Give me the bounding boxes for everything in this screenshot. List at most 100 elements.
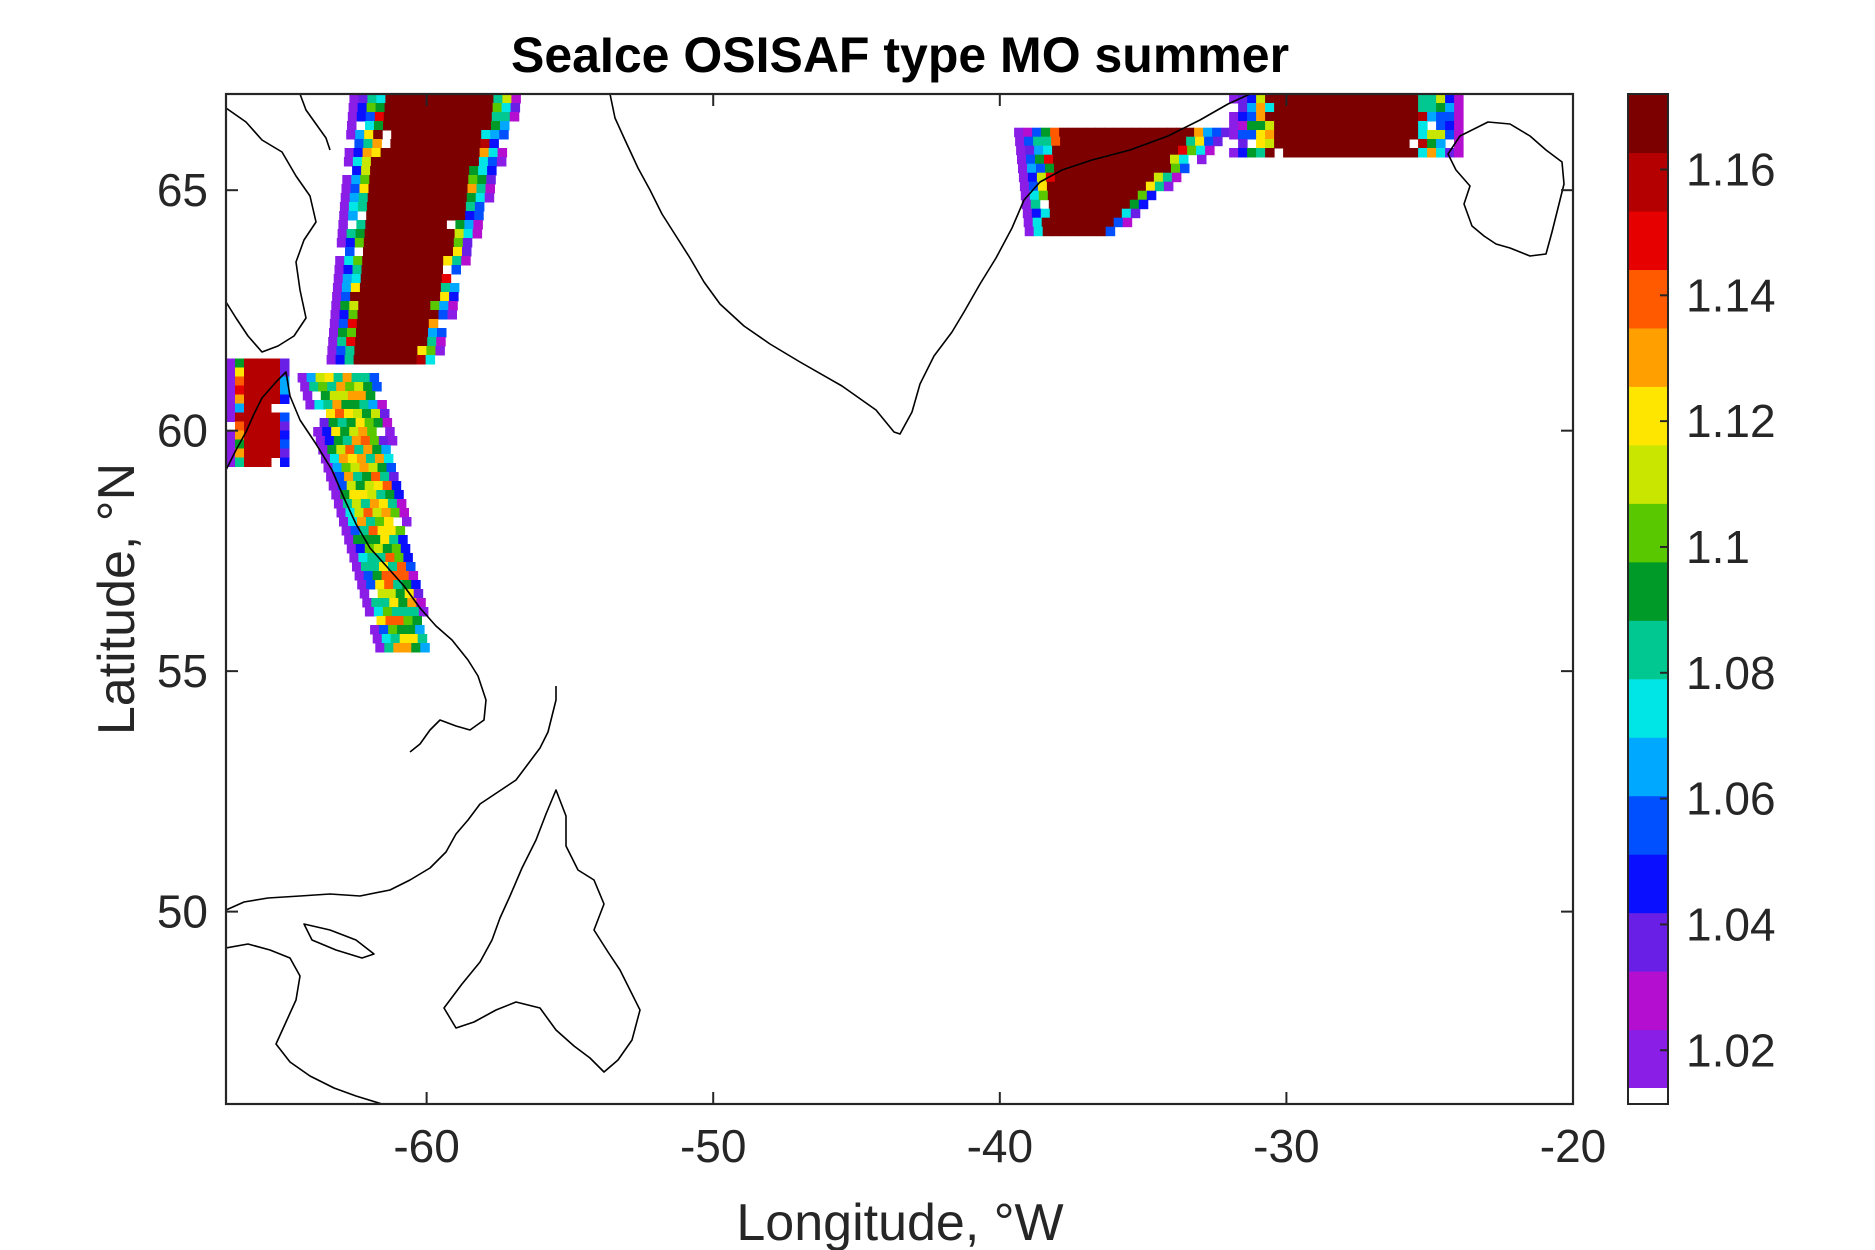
- ice-cell: [399, 247, 409, 257]
- ice-cell: [1060, 226, 1071, 237]
- ice-cell: [366, 310, 376, 320]
- ice-cell: [385, 193, 396, 203]
- ice-cell: [341, 463, 351, 473]
- ice-cell: [407, 256, 417, 266]
- ice-cell: [1097, 145, 1107, 156]
- ice-cell: [381, 445, 391, 455]
- ice-cell: [1400, 94, 1410, 104]
- ice-cell: [474, 202, 485, 212]
- ice-cell: [262, 367, 272, 377]
- ice-cell: [354, 571, 365, 581]
- ice-cell: [439, 94, 449, 104]
- ice-cell: [417, 634, 428, 644]
- ice-cell: [415, 166, 425, 176]
- ice-cell: [1075, 199, 1086, 210]
- ice-cell: [1418, 112, 1428, 122]
- ice-cell: [493, 94, 503, 104]
- ice-cell: [457, 193, 468, 203]
- ice-cell: [451, 265, 461, 275]
- ice-cell: [1238, 139, 1248, 149]
- ice-cell: [226, 358, 236, 368]
- ice-cell: [262, 439, 272, 449]
- ice-cell: [358, 193, 369, 203]
- ice-cell: [1138, 199, 1149, 210]
- ice-cell: [465, 211, 475, 221]
- ice-cell: [350, 292, 360, 302]
- ice-cell: [440, 292, 450, 302]
- ice-cell: [1050, 217, 1061, 228]
- ice-cell: [1409, 94, 1419, 104]
- ice-cell: [385, 490, 395, 500]
- ice-cell: [386, 184, 396, 194]
- ice-cell: [372, 346, 382, 356]
- ice-cell: [357, 517, 367, 527]
- ice-cell: [420, 643, 430, 653]
- ice-cell: [280, 412, 290, 422]
- ice-cell: [397, 157, 408, 167]
- ice-cell: [1106, 145, 1116, 156]
- ice-cell: [454, 229, 465, 239]
- ice-cell: [1319, 94, 1329, 104]
- ice-cell: [388, 625, 398, 635]
- ice-cell: [345, 382, 355, 392]
- ice-cell: [398, 355, 409, 365]
- ice-cell: [395, 283, 406, 293]
- y-tick-label: 65: [157, 164, 208, 216]
- ice-cell: [318, 382, 328, 392]
- ice-cell: [336, 346, 346, 356]
- ice-cell: [378, 499, 389, 509]
- y-axis-label: Latitude, °N: [88, 463, 146, 735]
- ice-cell: [235, 376, 245, 386]
- ice-cell: [253, 412, 263, 422]
- ice-cell: [328, 418, 339, 428]
- ice-cell: [1149, 127, 1159, 138]
- ice-cell: [405, 175, 415, 185]
- ice-cell: [253, 421, 263, 431]
- ice-cell: [379, 562, 389, 572]
- ice-cell: [1072, 163, 1082, 174]
- colorbar-band: [1628, 94, 1668, 154]
- ice-cell: [1364, 130, 1374, 140]
- ice-cell: [1346, 148, 1356, 158]
- ice-cell: [380, 598, 390, 608]
- ice-cell: [324, 436, 335, 446]
- ice-cell: [383, 328, 393, 338]
- ice-cell: [433, 166, 443, 176]
- ice-cell: [406, 562, 416, 572]
- ice-region: [1014, 127, 1231, 237]
- y-tick-label: 50: [157, 886, 208, 938]
- maritimes-coastline: [226, 943, 383, 1104]
- ice-cell: [371, 409, 381, 419]
- ice-cell: [476, 184, 486, 194]
- ice-cell: [393, 310, 403, 320]
- ice-cell: [376, 490, 386, 500]
- ice-cell: [1346, 139, 1356, 149]
- ice-cell: [1018, 163, 1028, 174]
- ice-cell: [335, 409, 345, 419]
- ice-cell: [437, 220, 447, 230]
- ice-cell: [399, 571, 410, 581]
- ice-cell: [487, 157, 498, 167]
- ice-cell: [409, 607, 420, 617]
- labrador-coastline: [226, 371, 487, 753]
- ice-region: [326, 94, 521, 365]
- ice-cell: [463, 229, 474, 239]
- ice-cell: [370, 265, 380, 275]
- ice-cell: [1107, 154, 1117, 165]
- colorbar-no-data: [1628, 1088, 1668, 1104]
- ice-cell: [373, 481, 384, 491]
- ice-cell: [1069, 136, 1079, 147]
- ice-cell: [460, 166, 470, 176]
- ice-cell: [226, 385, 236, 395]
- ice-cell: [346, 418, 357, 428]
- ice-cell: [368, 283, 379, 293]
- ice-cell: [1179, 154, 1189, 165]
- ice-cell: [226, 430, 236, 440]
- ice-cell: [414, 274, 425, 284]
- ice-cell: [380, 535, 390, 545]
- ice-cell: [428, 112, 439, 122]
- ice-cell: [359, 400, 369, 410]
- ice-cell: [1247, 148, 1257, 158]
- ice-cell: [368, 184, 378, 194]
